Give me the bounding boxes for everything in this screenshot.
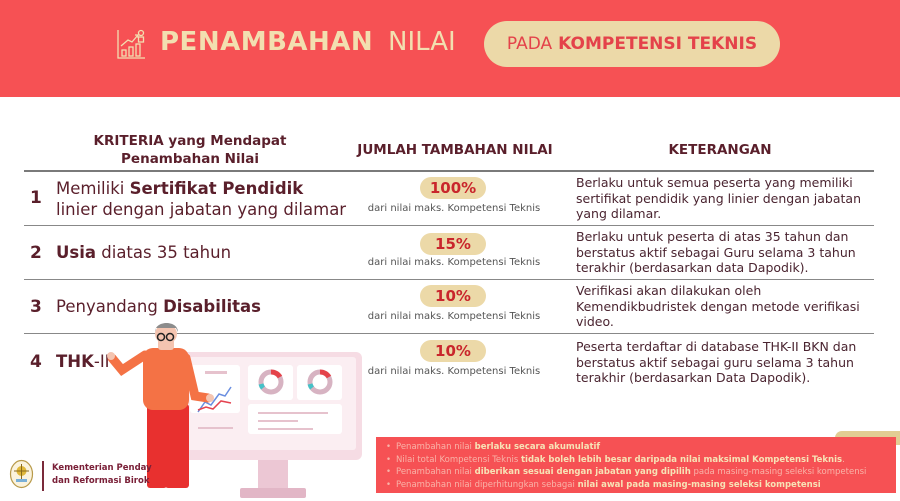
value-badge: 10% [420,340,486,362]
column-header-amount: JUMLAH TAMBAHAN NILAI [357,142,553,158]
org-line1: Kementerian Penday [52,463,152,473]
row-number: 2 [30,243,42,263]
note-bold: diberikan sesuai dengan jabatan yang dip… [474,467,691,477]
column-header-notes: KETERANGAN [668,142,772,158]
criteria-bold: Sertifikat Pendidik [129,179,304,198]
value-caption: dari nilai maks. Kompetensi Teknis [367,366,541,377]
column-header-criteria: KRITERIA yang Mendapat Penambahan Nilai [70,132,310,168]
notes-box: • Penambahan nilai berlaku secara akumula… [376,437,896,493]
note-post: . [842,454,845,465]
row-divider [24,225,874,226]
note-pre: Nilai total Kompetensi Teknis [396,454,521,465]
title-bold: PENAMBAHAN [160,27,374,57]
criteria-header-line2: Penambahan Nilai [121,151,259,167]
criteria-bold: THK [56,352,94,371]
criteria-text: Usia diatas 35 tahun [56,242,231,263]
header-banner: PENAMBAHAN NILAI PADA KOMPETENSI TEKNIS [0,0,900,97]
row-divider [24,333,874,334]
note-pre: Penambahan nilai [396,442,475,452]
note-post: pada masing-masing seleksi kompetensi [690,467,867,477]
garuda-emblem-icon [9,459,34,489]
value-badge: 15% [420,233,486,255]
note-pre: Penambahan nilai [396,467,475,477]
value-caption: dari nilai maks. Kompetensi Teknis [367,257,541,268]
criteria-pre: Penyandang [56,297,164,316]
logo-separator [42,461,44,491]
row-number: 3 [30,297,42,317]
description: Berlaku untuk semua peserta yang memilik… [576,175,861,221]
growth-chart-icon [117,29,145,59]
criteria-pre: Memiliki [56,179,130,198]
value-caption: dari nilai maks. Kompetensi Teknis [367,311,541,322]
value-badge: 10% [420,285,486,307]
criteria-bold: Disabilitas [163,297,262,316]
criteria-header-line1: KRITERIA yang Mendapat [93,133,287,149]
note-item: • Nilai total Kompetensi Teknis tidak bol… [386,454,845,465]
row-divider [24,279,874,280]
row-number: 1 [30,188,42,208]
pill-light-text: PADA [506,34,553,54]
organization-name: Kementerian Penday dan Reformasi Birok [52,462,152,488]
note-bold: berlaku secara akumulatif [474,442,601,452]
subtitle-pill: PADA KOMPETENSI TEKNIS [484,21,780,67]
criteria-post: -II [93,352,110,371]
note-bold: tidak boleh lebih besar daripada nilai m… [520,454,843,465]
criteria-post: linier dengan jabatan yang dilamar [56,200,347,219]
criteria-bold: Usia [56,243,97,262]
header-divider [24,170,874,172]
row-number: 4 [30,352,42,372]
note-pre: Penambahan nilai diperhitungkan sebagai [396,479,578,490]
monitor-icon [180,352,362,498]
value-caption: dari nilai maks. Kompetensi Teknis [367,203,541,214]
title-light: NILAI [388,27,456,57]
criteria-text: THK-II [56,351,110,372]
note-item: • Penambahan nilai diperhitungkan sebagai… [386,479,821,490]
org-line2: dan Reformasi Birok [52,476,150,486]
criteria-text: Memiliki Sertifikat Pendidik linier deng… [56,178,346,220]
criteria-text: Penyandang Disabilitas [56,296,261,317]
description: Peserta terdaftar di database THK-II BKN… [576,339,857,385]
value-badge: 100% [420,177,486,199]
description: Verifikasi akan dilakukan oleh Kemendikb… [576,283,860,329]
note-item: • Penambahan nilai diberikan sesuai denga… [386,467,867,477]
description: Berlaku untuk peserta di atas 35 tahun d… [576,229,856,275]
note-bold: nilai awal pada masing-masing seleksi ko… [577,479,821,490]
note-item: • Penambahan nilai berlaku secara akumula… [386,442,601,452]
criteria-post: diatas 35 tahun [96,243,232,262]
pill-bold-text: KOMPETENSI TEKNIS [558,34,758,54]
